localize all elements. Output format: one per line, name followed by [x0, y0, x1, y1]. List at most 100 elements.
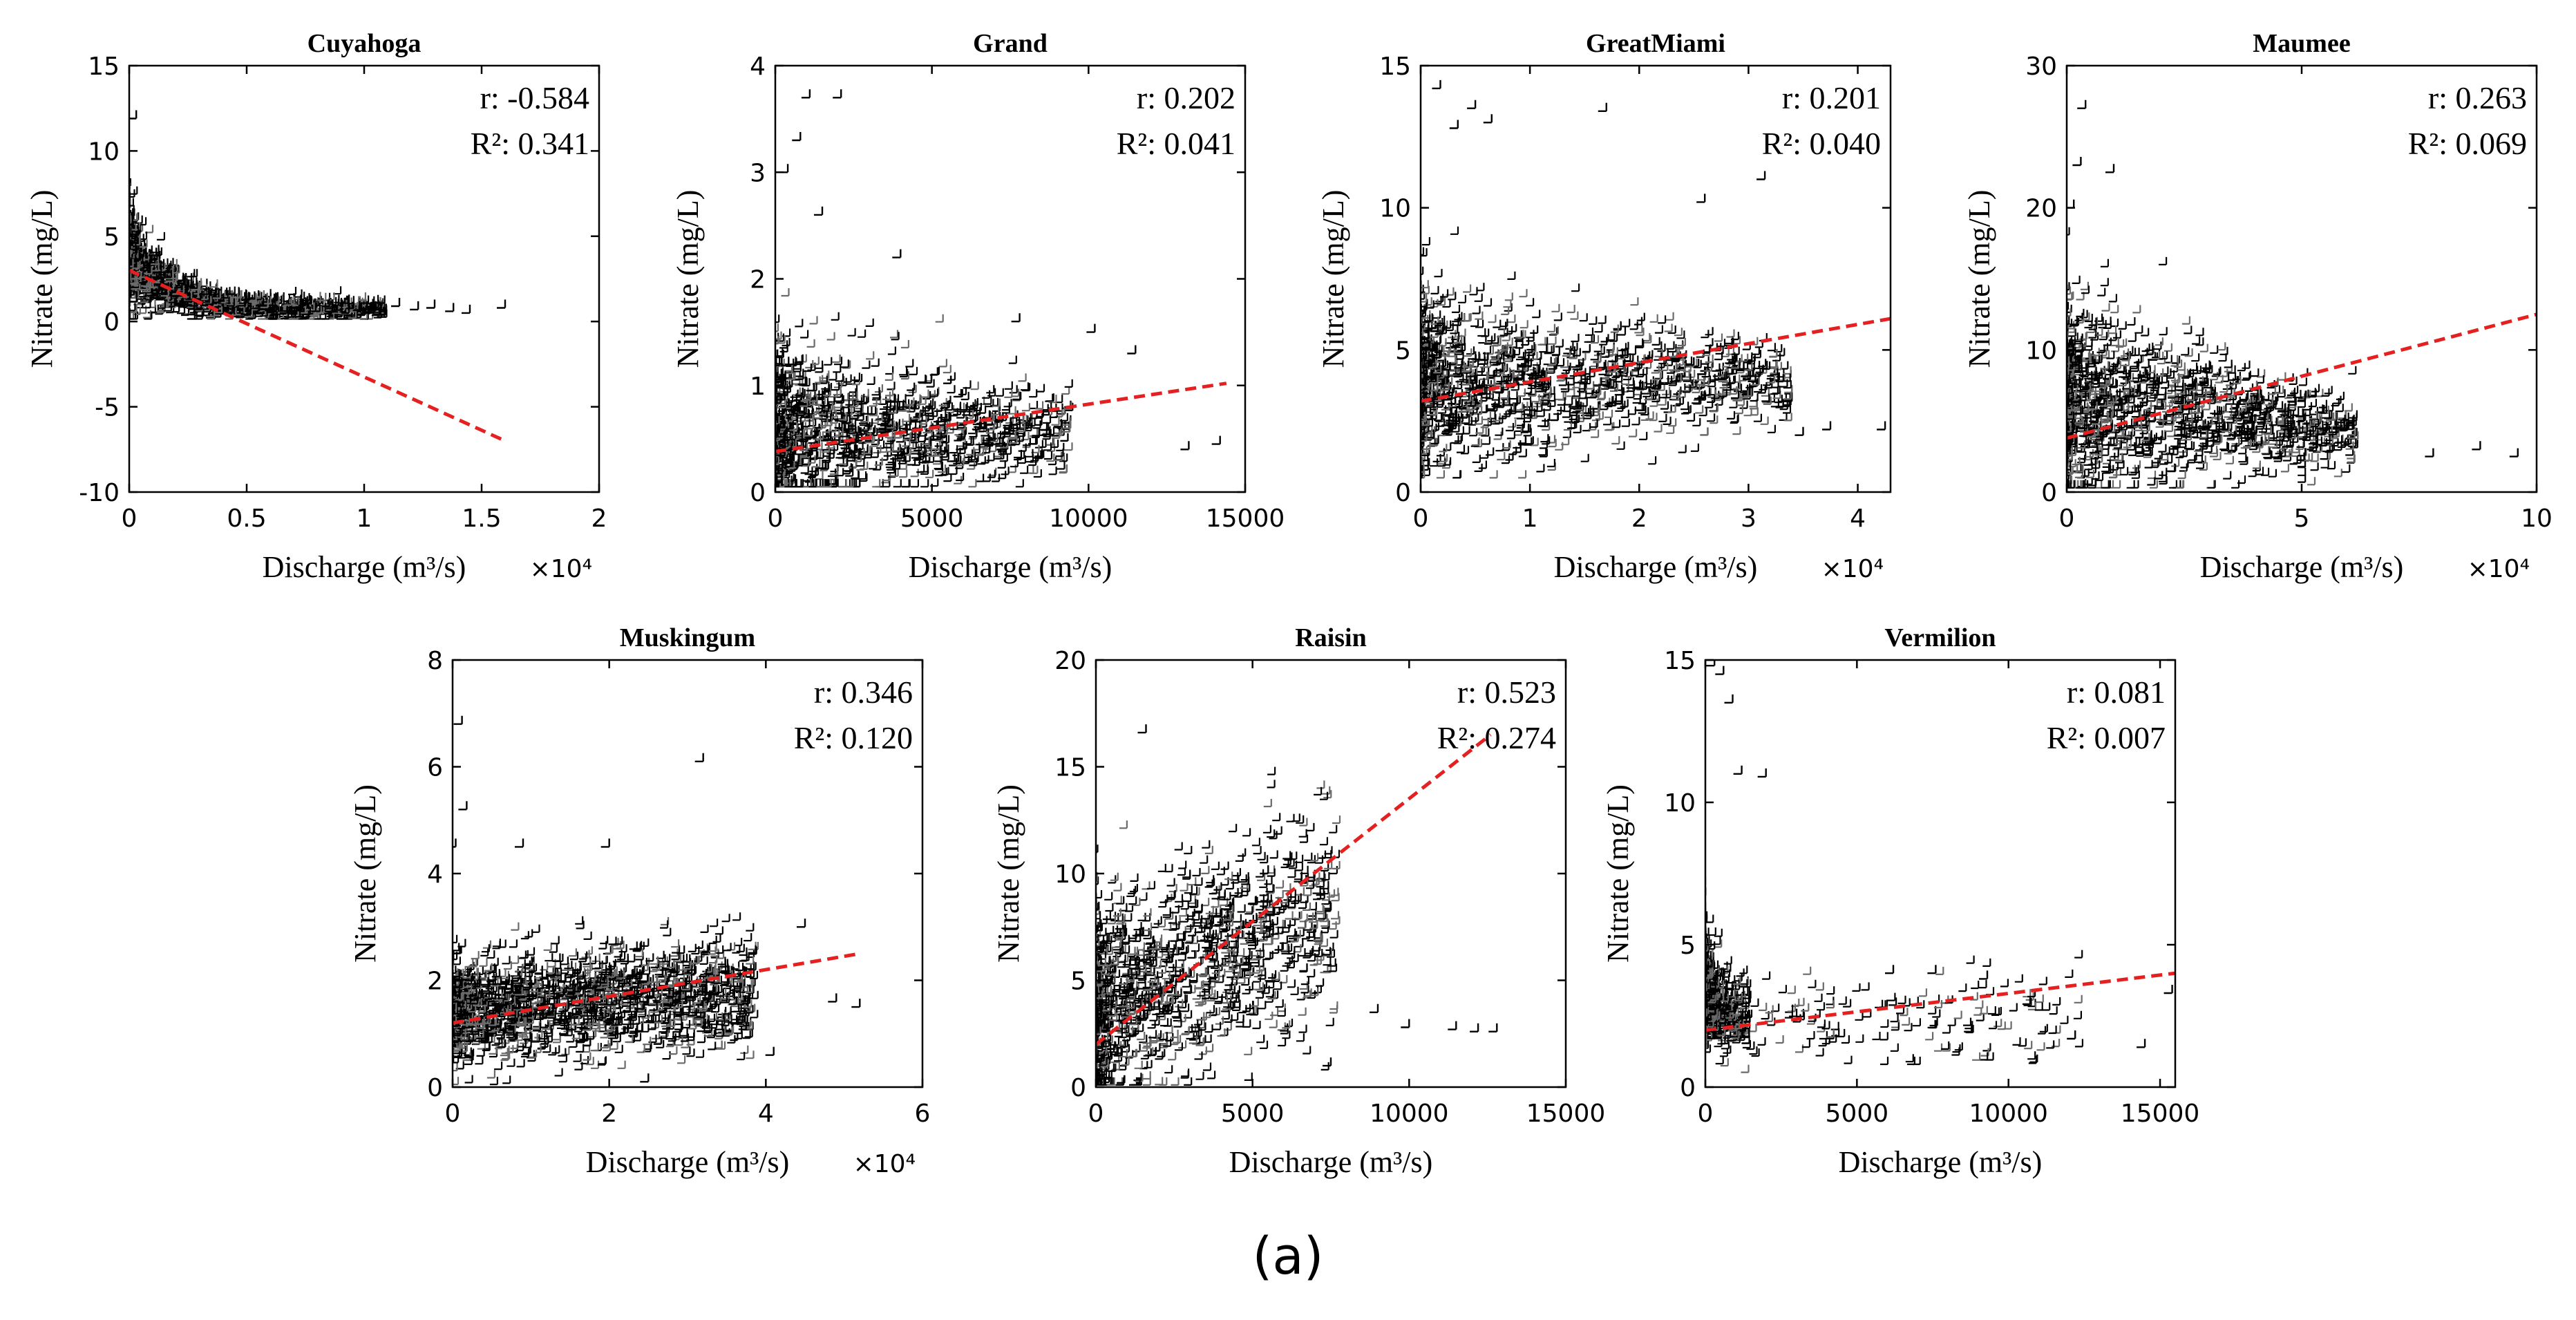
data-point	[850, 399, 859, 408]
data-point	[854, 374, 863, 383]
data-point	[1783, 413, 1792, 422]
data-point	[1045, 393, 1054, 402]
data-point	[1705, 338, 1714, 347]
data-point	[129, 254, 131, 263]
outlier-point	[410, 301, 419, 311]
data-point	[1539, 344, 1548, 353]
data-point	[851, 373, 860, 381]
data-point	[129, 261, 131, 270]
data-point	[1504, 326, 1513, 335]
data-point	[129, 250, 131, 259]
data-point	[1472, 454, 1481, 463]
data-point	[129, 206, 131, 215]
data-point	[1421, 366, 1422, 375]
data-point	[1455, 374, 1464, 383]
data-point	[129, 276, 131, 285]
data-point	[129, 272, 131, 281]
data-point	[1730, 332, 1739, 341]
data-point	[1639, 381, 1648, 390]
data-point	[1422, 341, 1431, 350]
data-point	[842, 360, 851, 369]
data-point	[1517, 388, 1526, 397]
data-point	[1476, 364, 1485, 373]
data-point	[1660, 376, 1669, 385]
data-point	[889, 405, 898, 414]
data-point	[129, 272, 131, 281]
data-point	[1470, 319, 1479, 328]
data-point	[129, 294, 138, 303]
data-point	[844, 449, 853, 458]
data-point	[1783, 380, 1792, 389]
data-point	[833, 387, 842, 396]
data-point	[978, 405, 987, 414]
data-point	[976, 473, 985, 482]
data-point	[901, 445, 910, 454]
data-point	[1562, 409, 1571, 418]
data-point	[1432, 336, 1441, 345]
data-point	[1437, 458, 1446, 467]
data-point	[129, 250, 131, 259]
data-point	[1606, 344, 1615, 353]
data-point	[1639, 367, 1648, 376]
data-point	[856, 458, 865, 467]
data-point	[129, 239, 131, 248]
data-point	[284, 297, 293, 306]
data-point	[298, 297, 307, 306]
data-point	[886, 420, 895, 429]
data-point	[925, 469, 934, 478]
data-point	[1551, 303, 1560, 312]
data-point	[1018, 373, 1027, 382]
data-point	[129, 235, 131, 244]
data-point	[995, 438, 1004, 447]
data-point	[1664, 323, 1673, 332]
data-point	[1777, 348, 1786, 357]
data-point	[1635, 338, 1644, 347]
data-point	[1502, 440, 1511, 449]
data-point	[1428, 374, 1437, 383]
data-point	[775, 386, 777, 395]
data-point	[811, 357, 820, 366]
data-point	[129, 241, 131, 250]
data-point	[129, 263, 131, 272]
data-point	[158, 300, 167, 309]
data-point	[1498, 321, 1507, 330]
data-point	[1506, 348, 1515, 357]
data-point	[1537, 337, 1546, 346]
data-point	[1016, 424, 1025, 433]
data-point	[129, 234, 131, 243]
data-point	[1669, 362, 1678, 371]
data-point	[1544, 346, 1553, 355]
data-point	[1421, 348, 1422, 357]
data-point	[1530, 325, 1539, 334]
data-point	[1470, 413, 1479, 422]
data-point	[860, 423, 869, 432]
data-point	[1730, 360, 1739, 369]
data-point	[1421, 363, 1422, 372]
data-point	[1421, 409, 1422, 418]
data-point	[892, 461, 901, 470]
data-point	[1569, 342, 1578, 351]
data-point	[887, 346, 896, 355]
data-point	[129, 238, 131, 247]
data-point	[129, 233, 131, 242]
data-point	[1484, 298, 1493, 307]
data-point	[992, 436, 1001, 445]
data-point	[142, 310, 151, 319]
data-point	[1421, 413, 1422, 422]
data-point	[824, 357, 833, 366]
data-point	[1614, 374, 1623, 383]
panel-title: Grand	[973, 29, 1048, 58]
data-point	[1714, 333, 1723, 342]
data-point	[775, 455, 777, 464]
data-point	[129, 274, 131, 283]
data-point	[129, 262, 131, 271]
data-point	[1591, 335, 1600, 344]
data-point	[1441, 369, 1450, 378]
data-point	[834, 420, 843, 429]
data-point	[1571, 399, 1580, 408]
data-point	[1750, 407, 1759, 416]
data-point	[896, 434, 905, 443]
data-point	[1700, 427, 1709, 436]
data-point	[1779, 379, 1788, 388]
data-point	[153, 264, 162, 273]
